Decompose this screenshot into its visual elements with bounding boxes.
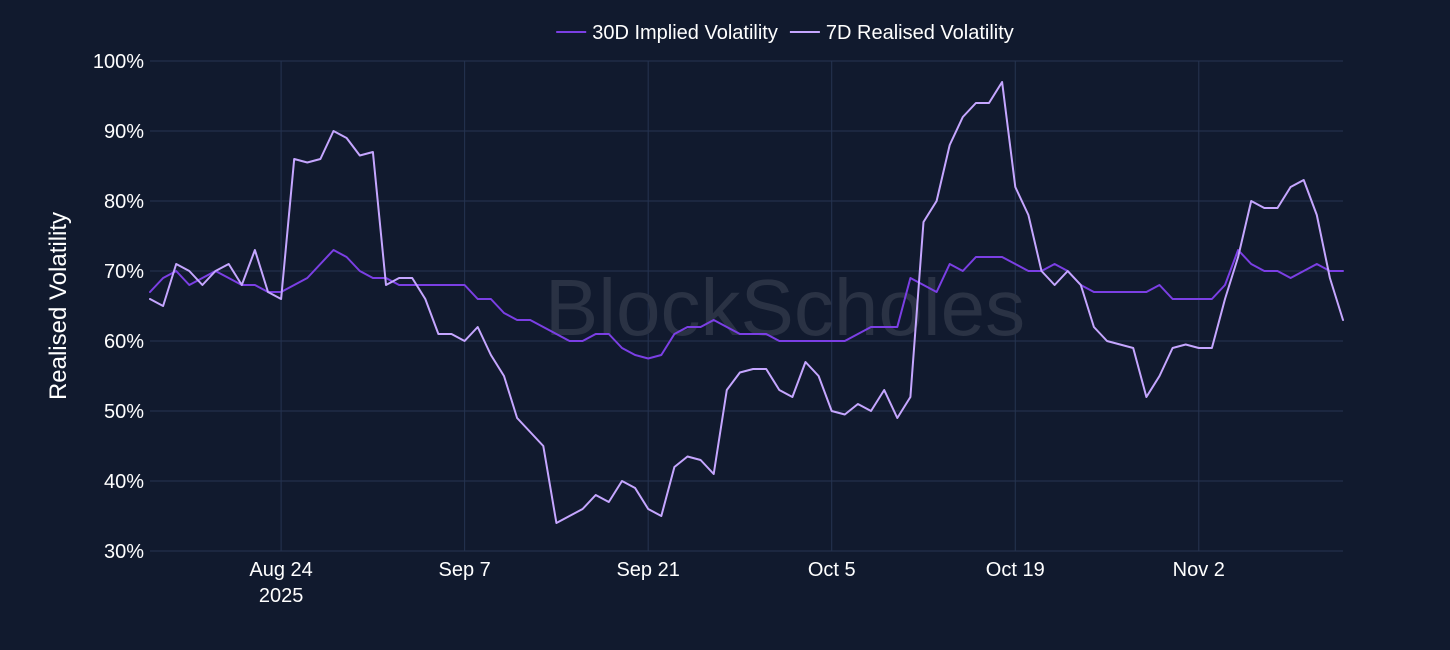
x-tick-label: Aug 24: [249, 559, 312, 581]
x-tick-label: Sep 7: [439, 559, 491, 581]
y-tick-label: 90%: [104, 121, 144, 143]
series-layer: [149, 81, 1344, 524]
y-tick-label: 50%: [104, 401, 144, 423]
y-tick-label: 40%: [104, 471, 144, 493]
legend-label: 30D Implied Volatility: [592, 22, 778, 44]
y-tick-label: 30%: [104, 541, 144, 563]
legend-label: 7D Realised Volatility: [826, 22, 1014, 44]
x-tick-label: Nov 2: [1173, 559, 1225, 581]
x-tick-label: Oct 5: [808, 559, 856, 581]
x-tick-label: Sep 21: [616, 559, 679, 581]
x-tick-year-label: 2025: [259, 585, 304, 607]
x-axis: Aug 24 2025 Sep 7 Sep 21 Oct 5 Oct 19 Nov 2: [249, 559, 1225, 607]
grid: [150, 60, 1343, 552]
y-tick-label: 70%: [104, 261, 144, 283]
legend-item-realised-volatility[interactable]: 7D Realised Volatility: [789, 22, 1014, 44]
y-axis-title: Realised Volatility: [45, 212, 72, 400]
y-tick-label: 80%: [104, 191, 144, 213]
series-line-realised-volatility: [149, 81, 1344, 524]
y-tick-label: 100%: [93, 51, 144, 73]
series-line-implied-volatility: [149, 249, 1344, 360]
legend[interactable]: 30D Implied Volatility 7D Realised Volati…: [556, 22, 1014, 44]
x-tick-label: Oct 19: [986, 559, 1045, 581]
y-axis: 30% 40% 50% 60% 70% 80% 90% 100%: [93, 51, 144, 563]
watermark: BlockScholes: [545, 263, 1025, 352]
y-tick-label: 60%: [104, 331, 144, 353]
legend-item-implied-volatility[interactable]: 30D Implied Volatility: [556, 22, 778, 44]
